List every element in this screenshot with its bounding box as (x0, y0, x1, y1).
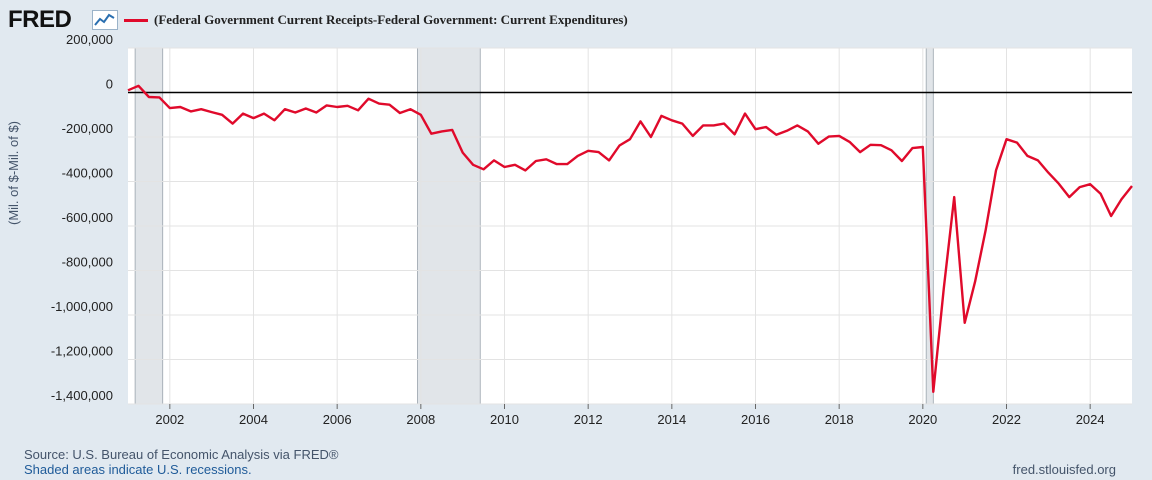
y-tick-label: -1,400,000 (51, 388, 113, 403)
y-tick-label: 200,000 (66, 32, 113, 47)
series-line[interactable] (127, 84, 1133, 393)
y-axis-label: (Mil. of $-Mil. of $) (6, 120, 21, 225)
y-tick-label: -1,000,000 (51, 299, 113, 314)
source-note: Source: U.S. Bureau of Economic Analysis… (24, 447, 339, 462)
x-tick-label: 2012 (574, 412, 603, 427)
x-tick-label: 2010 (490, 412, 519, 427)
recessions-note: Shaded areas indicate U.S. recessions. (24, 462, 252, 477)
fred-url[interactable]: fred.stlouisfed.org (1012, 462, 1116, 477)
legend-swatch (124, 19, 148, 22)
y-tick-label: -1,200,000 (51, 344, 113, 359)
x-tick-label: 2008 (406, 412, 435, 427)
y-tick-label: -200,000 (62, 121, 113, 136)
x-tick-label: 2006 (323, 412, 352, 427)
x-tick-label: 2016 (741, 412, 770, 427)
x-tick-label: 2024 (1076, 412, 1105, 427)
legend-label[interactable]: (Federal Government Current Receipts-Fed… (154, 12, 628, 27)
fred-logo[interactable]: FRED (8, 6, 72, 33)
x-tick-label: 2022 (992, 412, 1021, 427)
y-tick-label: 0 (106, 77, 113, 92)
x-tick-label: 2014 (657, 412, 686, 427)
chart-header: FRED (Federal Government Current Receipt… (0, 0, 1152, 44)
y-tick-label: -800,000 (62, 255, 113, 270)
y-tick-label: -600,000 (62, 210, 113, 225)
x-tick-label: 2020 (908, 412, 937, 427)
fred-graph-icon (92, 10, 118, 30)
x-tick-label: 2018 (825, 412, 854, 427)
x-tick-label: 2004 (239, 412, 268, 427)
y-tick-label: -400,000 (62, 166, 113, 181)
x-tick-label: 2002 (155, 412, 184, 427)
